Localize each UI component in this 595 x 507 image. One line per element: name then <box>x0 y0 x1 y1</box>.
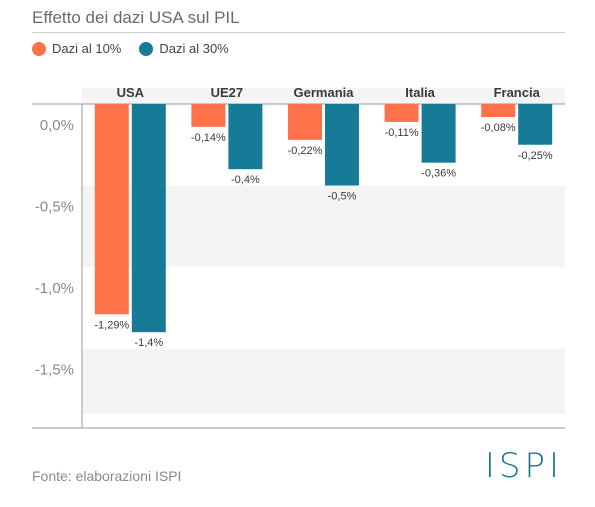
legend: Dazi al 10% Dazi al 30% <box>32 41 247 56</box>
data-label: -0,08% <box>481 122 516 134</box>
ispi-logo: ISPI <box>484 446 563 486</box>
bar <box>518 104 553 145</box>
category-label: UE27 <box>211 85 244 100</box>
legend-swatch-30 <box>139 41 154 56</box>
bar <box>288 104 322 140</box>
grid-band <box>82 87 565 104</box>
grid-band <box>82 348 565 414</box>
source-note: Fonte: elaborazioni ISPI <box>32 468 182 484</box>
title-divider <box>32 32 565 33</box>
legend-item-10: Dazi al 10% <box>32 41 121 56</box>
category-label: Francia <box>494 85 541 100</box>
data-label: -0,22% <box>288 145 323 157</box>
bar <box>94 104 129 315</box>
bar <box>325 104 359 186</box>
legend-label-30: Dazi al 30% <box>159 41 229 56</box>
bar <box>481 104 516 118</box>
data-label: -0,4% <box>231 174 260 186</box>
category-label: USA <box>117 85 145 100</box>
chart-title: Effetto dei dazi USA sul PIL <box>32 8 240 27</box>
data-label: -1,4% <box>134 337 163 349</box>
bar <box>131 104 166 333</box>
legend-swatch-10 <box>32 41 46 56</box>
bar <box>384 104 419 122</box>
y-tick-label: -0,5% <box>35 199 74 216</box>
y-tick-label: -1,5% <box>35 362 74 379</box>
y-tick-label: 0,0% <box>40 117 74 134</box>
data-label: -0,25% <box>518 150 553 162</box>
legend-item-30: Dazi al 30% <box>139 41 229 56</box>
bar <box>228 104 263 170</box>
bar <box>421 104 456 163</box>
data-label: -0,36% <box>421 168 456 180</box>
data-label: -1,29% <box>94 319 129 331</box>
category-label: Germania <box>294 85 355 100</box>
category-label: Italia <box>405 85 435 100</box>
legend-label-10: Dazi al 10% <box>52 41 122 56</box>
data-label: -0,11% <box>385 127 419 139</box>
data-label: -0,5% <box>328 191 357 203</box>
bar <box>191 104 226 127</box>
y-tick-label: -1,0% <box>35 280 74 297</box>
data-label: -0,14% <box>191 132 226 144</box>
